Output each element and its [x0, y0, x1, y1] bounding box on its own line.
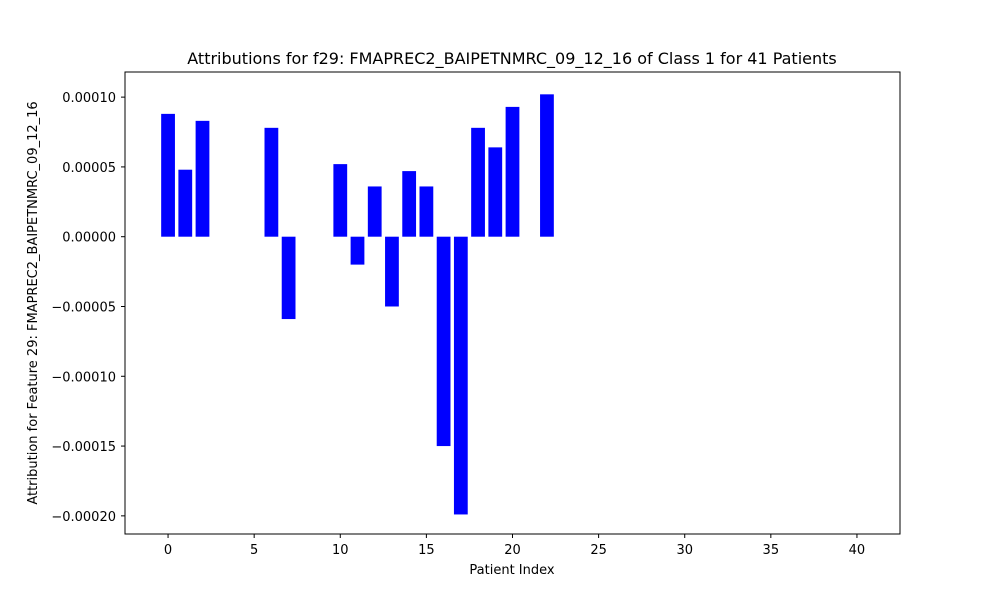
x-tick-label: 25 [590, 543, 607, 558]
x-axis: 0 5 10 15 20 25 30 35 40 [164, 534, 865, 558]
x-tick-label: 5 [250, 543, 258, 558]
bar-17 [453, 236, 468, 515]
x-axis-label: Patient Index [469, 563, 554, 578]
bar-6 [264, 127, 279, 237]
y-axis-label: Attribution for Feature 29: FMAPREC2_BAI… [26, 101, 41, 504]
y-tick-label: −0.00020 [51, 510, 116, 525]
bar-19 [488, 147, 503, 237]
chart-title: Attributions for f29: FMAPREC2_BAIPETNMR… [187, 49, 836, 69]
x-tick-label: 35 [763, 543, 780, 558]
bars-group [161, 94, 554, 515]
bar-12 [367, 186, 382, 237]
y-tick-label: −0.00005 [51, 300, 116, 315]
bar-15 [419, 186, 434, 237]
x-tick-label: 10 [332, 543, 349, 558]
x-tick-label: 40 [849, 543, 866, 558]
bar-14 [402, 171, 417, 237]
x-tick-label: 20 [504, 543, 521, 558]
y-tick-label: −0.00015 [51, 440, 116, 455]
bar-20 [505, 106, 520, 237]
y-tick-label: 0.00000 [62, 231, 116, 246]
y-axis: 0.00010 0.00005 0.00000 −0.00005 −0.00010 −0.… [51, 91, 125, 525]
bar-18 [471, 127, 485, 237]
bar-10 [333, 164, 348, 237]
bar-1 [178, 169, 193, 237]
bar-7 [281, 236, 296, 320]
bar-13 [385, 236, 399, 307]
bar-11 [350, 236, 365, 265]
x-tick-label: 30 [676, 543, 693, 558]
x-tick-label: 0 [164, 543, 172, 558]
bar-0 [161, 113, 175, 237]
x-tick-label: 15 [418, 543, 435, 558]
bar-22 [540, 94, 554, 237]
y-tick-label: 0.00005 [62, 161, 116, 176]
y-tick-label: −0.00010 [51, 370, 116, 385]
bar-2 [195, 120, 210, 237]
bar-16 [436, 236, 451, 447]
y-tick-label: 0.00010 [62, 91, 116, 106]
